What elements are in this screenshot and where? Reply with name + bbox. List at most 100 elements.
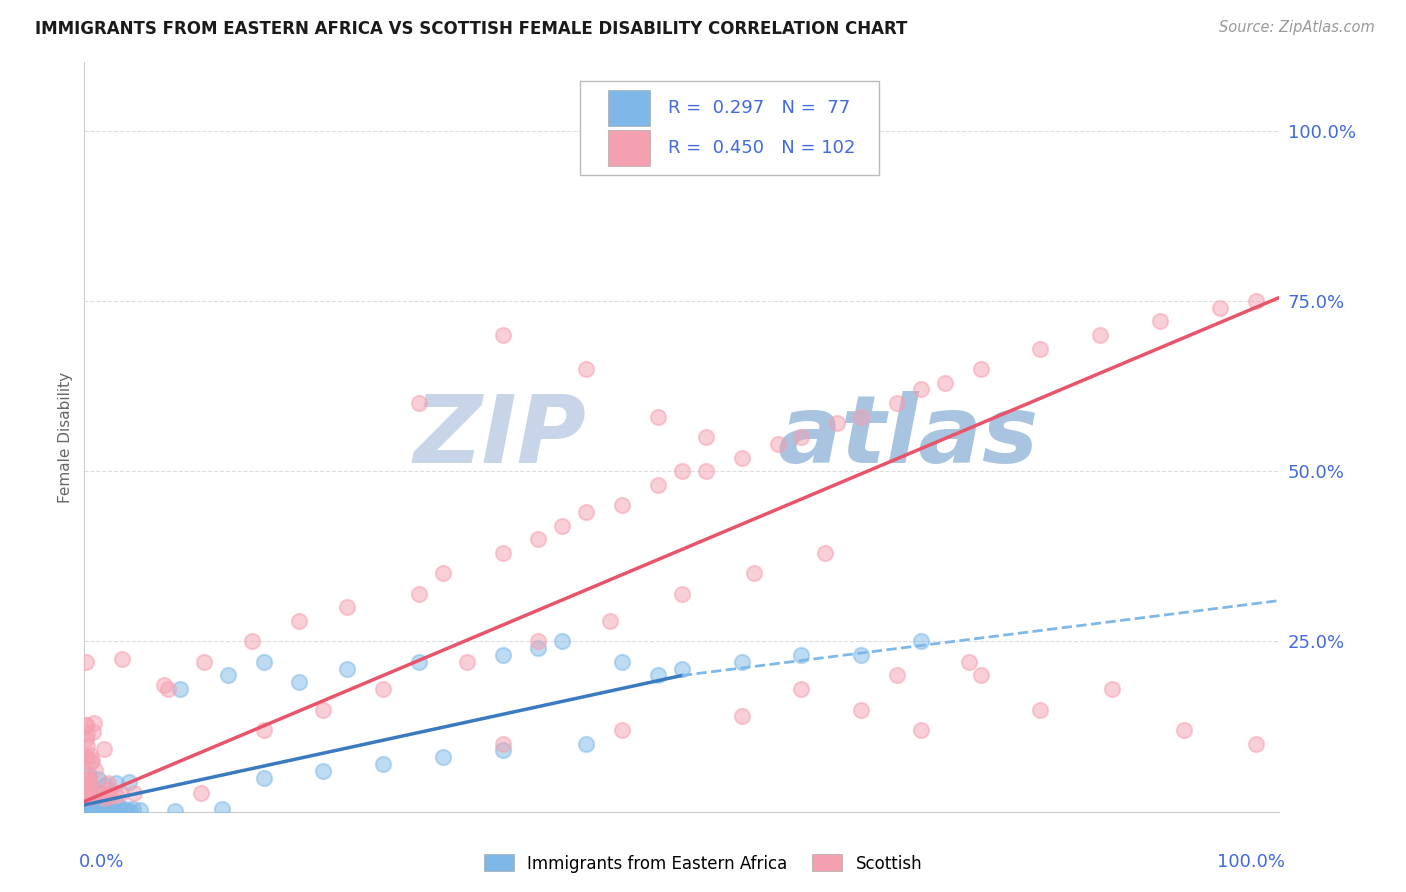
Point — [253, 655, 276, 669]
Text: atlas: atlas — [778, 391, 1039, 483]
Point — [731, 655, 754, 669]
Point — [647, 409, 669, 424]
Point — [1101, 682, 1123, 697]
Text: 100.0%: 100.0% — [1218, 853, 1285, 871]
Point — [107, 798, 129, 813]
Point — [90, 804, 112, 818]
Point — [408, 587, 430, 601]
Point — [731, 709, 754, 723]
Point — [75, 749, 97, 764]
Point — [75, 790, 97, 805]
Point — [79, 780, 101, 795]
Point — [373, 757, 395, 772]
Text: Source: ZipAtlas.com: Source: ZipAtlas.com — [1219, 20, 1375, 35]
Point — [75, 790, 97, 805]
Point — [934, 376, 956, 390]
Point — [80, 790, 103, 805]
Point — [288, 675, 311, 690]
Point — [101, 803, 124, 817]
Point — [695, 464, 717, 478]
Point — [93, 803, 115, 817]
Point — [612, 655, 634, 669]
Point — [851, 702, 873, 716]
Point — [312, 702, 335, 716]
Point — [527, 533, 550, 547]
Point — [83, 715, 105, 730]
Point — [527, 641, 550, 656]
Point — [89, 797, 111, 811]
FancyBboxPatch shape — [581, 81, 879, 175]
Point — [612, 498, 634, 512]
Point — [91, 786, 114, 800]
Point — [77, 802, 100, 816]
Point — [75, 750, 97, 764]
Point — [82, 725, 104, 739]
Text: 0.0%: 0.0% — [79, 853, 124, 871]
Point — [527, 634, 550, 648]
Point — [492, 743, 515, 757]
Point — [118, 804, 141, 818]
Point — [79, 803, 101, 817]
Point — [87, 772, 110, 787]
Point — [165, 804, 187, 818]
Point — [336, 662, 359, 676]
Point — [910, 723, 932, 737]
Point — [97, 776, 120, 790]
Point — [77, 804, 100, 818]
Point — [77, 778, 100, 792]
Point — [89, 802, 111, 816]
Text: ZIP: ZIP — [413, 391, 586, 483]
Point — [75, 804, 97, 818]
Point — [1029, 342, 1052, 356]
Point — [886, 396, 908, 410]
Point — [75, 801, 97, 815]
Point — [790, 430, 813, 444]
Point — [100, 804, 122, 818]
Point — [93, 788, 115, 802]
Point — [94, 804, 117, 818]
Point — [77, 772, 100, 787]
Point — [153, 678, 176, 692]
Point — [77, 772, 100, 786]
Point — [1090, 327, 1112, 342]
Point — [157, 682, 180, 697]
Point — [731, 450, 754, 465]
Point — [75, 780, 97, 795]
Point — [77, 793, 100, 807]
Point — [96, 793, 118, 807]
Point — [105, 788, 128, 802]
Point — [75, 717, 97, 731]
Point — [432, 566, 454, 581]
Point — [83, 763, 105, 777]
Point — [75, 780, 97, 794]
Point — [93, 742, 115, 756]
Point — [75, 718, 97, 732]
Point — [1149, 314, 1171, 328]
Point — [492, 648, 515, 662]
Point — [111, 652, 134, 666]
Point — [97, 804, 120, 818]
Point — [76, 778, 98, 792]
Point — [551, 634, 574, 648]
Point — [492, 546, 515, 560]
Point — [76, 739, 98, 754]
Point — [336, 600, 359, 615]
Point — [599, 614, 621, 628]
Point — [75, 789, 97, 803]
Point — [83, 803, 105, 817]
Point — [79, 776, 101, 790]
Point — [790, 648, 813, 662]
Point — [75, 767, 97, 781]
Point — [110, 785, 132, 799]
Point — [75, 656, 97, 670]
Point — [575, 505, 598, 519]
Point — [84, 804, 107, 818]
Point — [98, 789, 121, 804]
Point — [75, 803, 97, 817]
Point — [79, 794, 101, 808]
Point — [129, 803, 152, 817]
Point — [75, 804, 97, 818]
Point — [551, 518, 574, 533]
Point — [695, 430, 717, 444]
Point — [432, 750, 454, 764]
